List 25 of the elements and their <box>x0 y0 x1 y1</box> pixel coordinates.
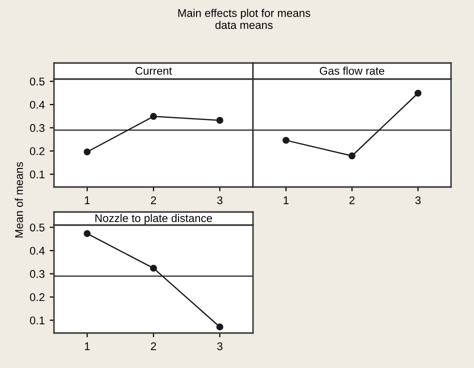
x-tick-label: 2 <box>150 342 156 350</box>
y-tick-label: 0.2 <box>30 147 44 156</box>
y-tick-label: 0.2 <box>30 293 44 302</box>
chart-title: Gas flow rate <box>320 66 384 75</box>
y-tick-label: 0.5 <box>30 224 45 232</box>
y-tick-label: 0.3 <box>30 124 44 132</box>
x-tick-label: 2 <box>150 196 156 204</box>
y-tick-label: 0.4 <box>30 100 45 109</box>
chart-title: Nozzle to plate distance <box>95 214 212 224</box>
y-tick-label: 0.1 <box>30 316 44 324</box>
x-tick-label: 3 <box>415 196 421 204</box>
text: Main effects plot for means <box>178 8 310 20</box>
x-tick-label: 1 <box>284 196 289 204</box>
x-tick-label: 1 <box>84 196 90 204</box>
y-axis-title: Mean of means <box>14 162 23 238</box>
y-tick-label: 0.5 <box>30 78 45 86</box>
text: data means <box>215 20 273 29</box>
y-tick-label: 0.1 <box>30 170 44 178</box>
chart-title: Current <box>136 66 172 75</box>
x-tick-label: 2 <box>349 196 355 204</box>
y-tick-label: 0.4 <box>30 246 45 255</box>
x-tick-label: 3 <box>217 196 222 204</box>
x-tick-label: 3 <box>217 342 222 350</box>
y-tick-label: 0.3 <box>30 270 44 278</box>
x-tick-label: 1 <box>84 342 90 350</box>
